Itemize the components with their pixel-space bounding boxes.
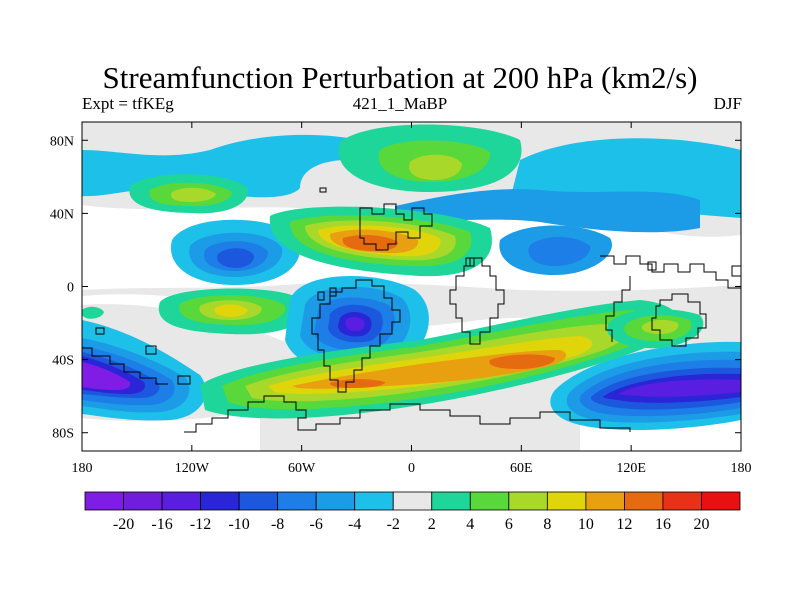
coastline-south-america [311, 279, 401, 393]
experiment-label: Expt = tfKEg [82, 94, 174, 113]
colorbar-box [238, 491, 279, 511]
chart-title: Streamfunction Perturbation at 200 hPa (… [102, 60, 698, 95]
colorbar-label: 20 [693, 516, 709, 533]
arctic-positive-core [409, 154, 462, 180]
coastline-antarctica [184, 395, 631, 433]
eurasia-negative-band [395, 189, 700, 233]
coastlines [82, 187, 741, 433]
y-tick-label: 80S [52, 427, 74, 442]
aus-positive-core [641, 319, 679, 334]
colorbar-label: 4 [466, 516, 474, 533]
run-label: 421_1_MaBP [352, 94, 448, 113]
colorbar-label: 2 [428, 516, 436, 533]
colorbar-box [469, 491, 510, 511]
colorbar-box [508, 491, 548, 511]
central-asia-negative-core [528, 236, 591, 266]
colorbar-box [546, 491, 587, 511]
y-tick-label: 40S [52, 354, 74, 369]
season-label: DJF [713, 94, 742, 113]
colorbar-box [624, 491, 664, 511]
colorbar-box [200, 491, 240, 511]
colorbar-box [277, 491, 317, 511]
pacific-negative-core [217, 248, 254, 268]
axes: 180 120W 60W 0 60E 120E 180 80N 40N 0 40S 80S [50, 122, 752, 476]
colorbar-box [585, 491, 625, 511]
x-tick-label: 180 [72, 461, 93, 476]
coastline-africa [449, 257, 505, 345]
x-tick-label: 60E [510, 461, 533, 476]
coastline-australia [651, 293, 707, 347]
colorbar-label: 12 [616, 516, 632, 533]
coastline-northern-islands [319, 187, 741, 277]
x-tick-label: 180 [731, 461, 752, 476]
colorbar-box [662, 491, 702, 511]
colorbar-box [431, 491, 471, 511]
coastline-central-america [317, 287, 337, 301]
contour-field [82, 122, 741, 451]
colorbar-label: -4 [348, 516, 361, 533]
colorbar-box [123, 491, 163, 511]
colorbar-label: 10 [578, 516, 594, 533]
epac-positive-center [214, 304, 248, 317]
aus-negative-core [619, 379, 741, 397]
colorbar-label: -2 [387, 516, 400, 533]
coastline-asia [600, 255, 741, 342]
y-tick-label: 80N [50, 134, 74, 149]
colorbar-label: 6 [505, 516, 513, 533]
coastline-pacific-islands [82, 327, 191, 385]
x-tick-label: 120E [616, 461, 646, 476]
neutral-channel-south [82, 410, 260, 451]
colorbar-label: -12 [190, 516, 211, 533]
coastline-americas [359, 203, 433, 251]
x-tick-label: 60W [288, 461, 316, 476]
natl-positive-core [342, 234, 398, 251]
colorbar-box [354, 491, 394, 511]
colorbar-box [315, 491, 356, 511]
x-tick-label: 120W [175, 461, 210, 476]
south-positive-core-west [330, 379, 385, 388]
y-tick-label: 0 [67, 281, 74, 296]
colorbar-label: 16 [655, 516, 671, 533]
colorbar-box [392, 491, 433, 511]
x-tick-label: 0 [408, 461, 415, 476]
colorbar-label: -8 [271, 516, 284, 533]
colorbar-label: -10 [228, 516, 249, 533]
equatorial-positive-small [82, 306, 104, 319]
npac-positive-core [171, 187, 216, 202]
south-positive-core-east [489, 354, 555, 369]
colorbar-box [701, 491, 741, 511]
colorbar-label: -20 [113, 516, 134, 533]
colorbar-boxes: -20 -16 -12 -10 -8 -6 -4 -2 2 4 6 8 10 12 16 20 [84, 491, 741, 533]
colorbar-box [161, 491, 201, 511]
colorbar-label: -16 [151, 516, 172, 533]
colorbar-label: 8 [543, 516, 551, 533]
colorbar-label: -6 [310, 516, 323, 533]
y-tick-label: 40N [50, 207, 74, 222]
colorbar-box [84, 491, 124, 511]
sa-negative-core [345, 317, 365, 332]
spac-negative-core [82, 362, 131, 390]
